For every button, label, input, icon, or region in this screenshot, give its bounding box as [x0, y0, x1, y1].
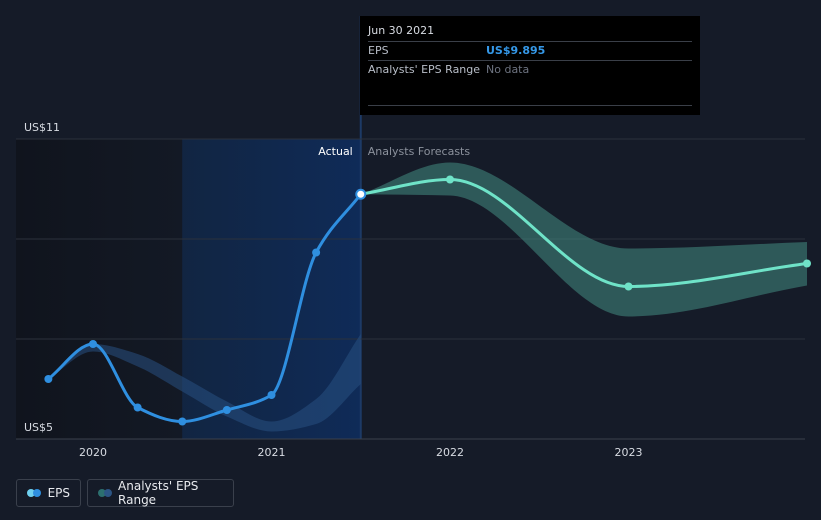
eps-point	[355, 188, 367, 200]
x-tick-label: 2020	[79, 446, 107, 459]
legend-swatch-range-b	[104, 489, 112, 497]
eps-forecast-point	[803, 259, 811, 268]
eps-legend-icon	[27, 489, 41, 497]
past-region-shade	[16, 139, 183, 439]
eps-line	[46, 192, 363, 424]
eps-point	[44, 375, 53, 383]
tooltip-date: Jun 30 2021	[368, 24, 435, 37]
tooltip-range-label: Analysts' EPS Range	[368, 63, 481, 76]
legend-swatch-eps-a	[27, 489, 35, 497]
eps-forecast-point	[624, 282, 633, 291]
tooltip-range-row: Analysts' EPS Range No data	[368, 60, 692, 79]
forecast-label: Analysts Forecasts	[368, 145, 471, 158]
legend-swatch-eps-b	[33, 489, 41, 497]
actual-eps-range-band	[48, 334, 361, 432]
eps-range-legend-icon	[98, 489, 112, 497]
actual-label: Actual	[318, 145, 352, 158]
x-tick-label: 2023	[615, 446, 643, 459]
eps-forecast-point	[446, 175, 454, 184]
tooltip-eps-row: EPS US$9.895	[368, 41, 692, 60]
eps-point	[222, 406, 231, 414]
eps-point	[178, 417, 187, 426]
y-tick-label-top: US$11	[24, 121, 60, 134]
tooltip-divider	[368, 105, 692, 106]
legend-item-eps[interactable]: EPS	[16, 479, 81, 507]
tooltip-range-value: No data	[486, 63, 530, 76]
y-tick-label-bottom: US$5	[24, 421, 53, 434]
eps-point	[89, 340, 97, 348]
tooltip-eps-value: US$9.895	[486, 44, 546, 57]
x-tick-label: 2022	[436, 446, 464, 459]
legend-label-eps: EPS	[47, 486, 70, 500]
legend-item-eps-range[interactable]: Analysts' EPS Range	[87, 479, 234, 507]
legend-swatch-range-a	[98, 489, 106, 497]
tooltip: Jun 30 2021 EPS US$9.895 Analysts' EPS R…	[360, 16, 700, 115]
eps-point	[133, 403, 142, 412]
eps-point	[312, 248, 321, 257]
eps-forecast-line	[359, 177, 809, 289]
eps-point	[267, 391, 276, 399]
forecast-eps-range-band	[360, 162, 807, 317]
x-tick-label: 2021	[258, 446, 286, 459]
tooltip-eps-label: EPS	[368, 44, 389, 57]
legend-label-eps-range: Analysts' EPS Range	[118, 479, 199, 507]
